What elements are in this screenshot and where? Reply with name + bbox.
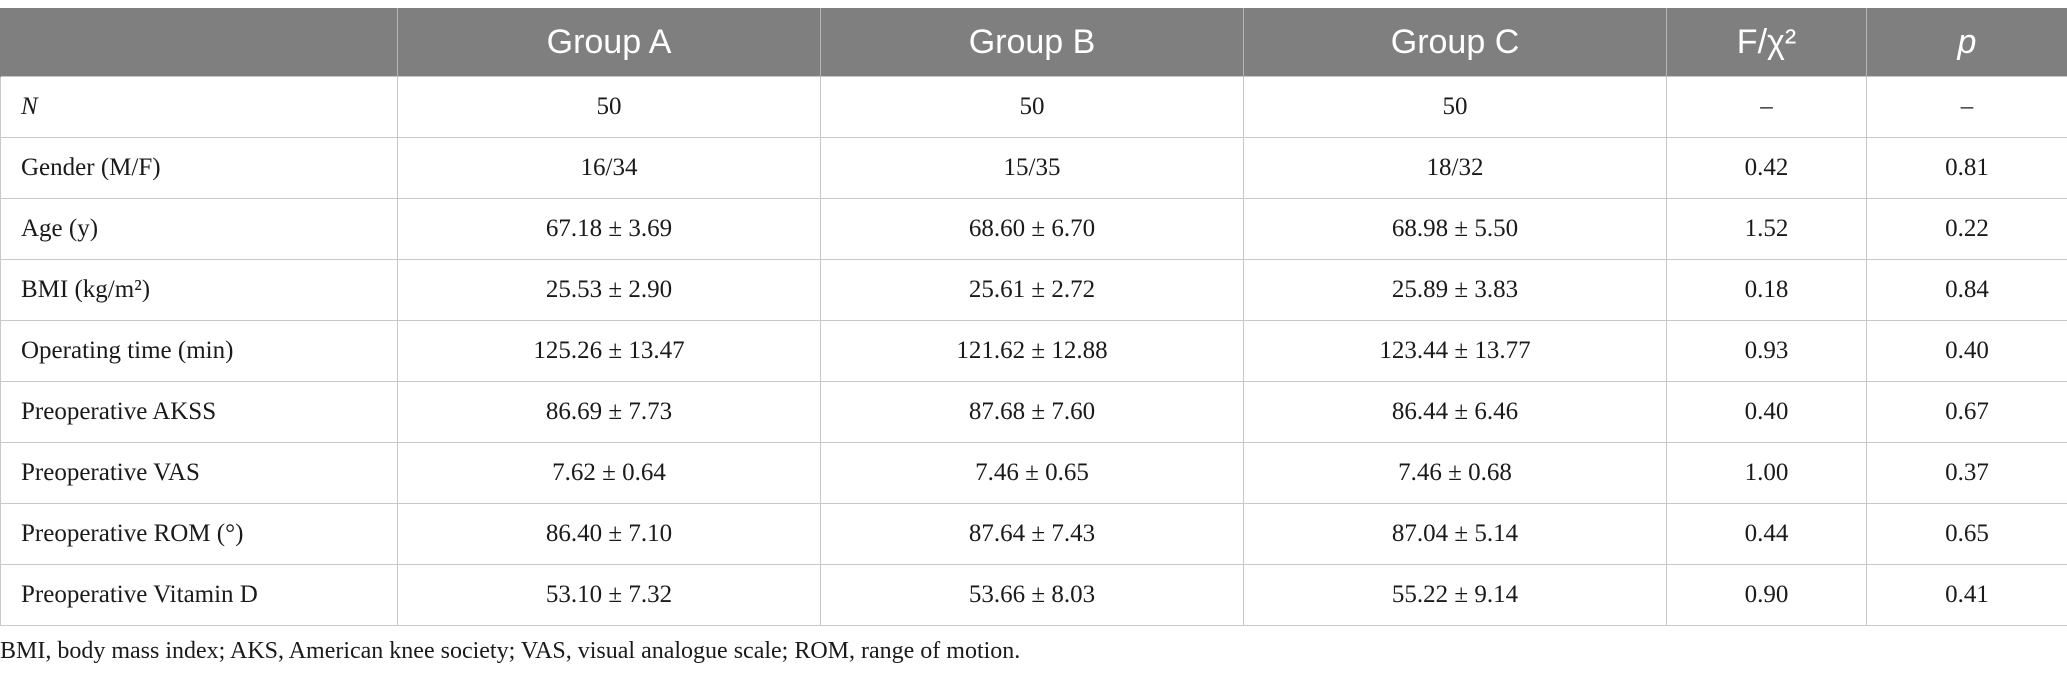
header-group-b: Group B: [820, 8, 1244, 77]
table-cell: 0.93: [1666, 320, 1867, 382]
table-cell: 0.40: [1666, 381, 1867, 443]
header-corner: [0, 8, 398, 77]
table-cell: 1.52: [1666, 198, 1867, 260]
table-row: Preoperative AKSS 86.69 ± 7.73 87.68 ± 7.6…: [0, 381, 2067, 443]
row-label: Operating time (min): [0, 320, 398, 382]
header-group-c: Group C: [1243, 8, 1667, 77]
table-cell: 67.18 ± 3.69: [397, 198, 821, 260]
row-label: Preoperative AKSS: [0, 381, 398, 443]
table-cell: 68.98 ± 5.50: [1243, 198, 1667, 260]
row-label: BMI (kg/m²): [0, 259, 398, 321]
table-cell: 0.81: [1866, 137, 2067, 199]
table-cell: 0.44: [1666, 503, 1867, 565]
table-row: BMI (kg/m²) 25.53 ± 2.90 25.61 ± 2.72 25.89…: [0, 259, 2067, 321]
table-footnote: BMI, body mass index; AKS, American knee…: [0, 638, 1021, 664]
table-cell: 86.44 ± 6.46: [1243, 381, 1667, 443]
table-cell: 50: [1243, 76, 1667, 138]
table-cell: 0.67: [1866, 381, 2067, 443]
table-cell: 87.68 ± 7.60: [820, 381, 1244, 443]
table-cell: 16/34: [397, 137, 821, 199]
table-cell: 125.26 ± 13.47: [397, 320, 821, 382]
table-body: N 50 50 50– – Gender (M/F) 16/34 15/35 18/32 0.42…: [0, 76, 2067, 626]
table-cell: 0.42: [1666, 137, 1867, 199]
table-cell: 0.18: [1666, 259, 1867, 321]
row-label: Preoperative VAS: [0, 442, 398, 504]
table-row: Operating time (min) 125.26 ± 13.47 121.62…: [0, 320, 2067, 382]
table-cell: 121.62 ± 12.88: [820, 320, 1244, 382]
table-cell: 53.10 ± 7.32: [397, 564, 821, 626]
table-cell: 50: [820, 76, 1244, 138]
table-cell: 0.41: [1866, 564, 2067, 626]
table-cell: 25.53 ± 2.90: [397, 259, 821, 321]
row-label: Preoperative ROM (°): [0, 503, 398, 565]
row-label: Gender (M/F): [0, 137, 398, 199]
table-cell: 0.37: [1866, 442, 2067, 504]
table-cell: 7.62 ± 0.64: [397, 442, 821, 504]
table-cell: 86.40 ± 7.10: [397, 503, 821, 565]
header-row: Group A Group B Group C F/χ² p: [0, 8, 2067, 77]
table-cell: 0.90: [1666, 564, 1867, 626]
row-label: Age (y): [0, 198, 398, 260]
table-row: N 50 50 50– –: [0, 76, 2067, 138]
table-cell: 87.64 ± 7.43: [820, 503, 1244, 565]
table-cell: 55.22 ± 9.14: [1243, 564, 1667, 626]
table-cell: 0.84: [1866, 259, 2067, 321]
table-row: Preoperative Vitamin D 53.10 ± 7.32 53.66 …: [0, 564, 2067, 626]
table-row: Preoperative VAS 7.62 ± 0.64 7.46 ± 0.65 7.…: [0, 442, 2067, 504]
table-cell: 25.61 ± 2.72: [820, 259, 1244, 321]
table-cell: 87.04 ± 5.14: [1243, 503, 1667, 565]
table-container: Group A Group B Group C F/χ² p N 50 50 50– –…: [0, 8, 2067, 626]
table-cell: 15/35: [820, 137, 1244, 199]
table-cell: 123.44 ± 13.77: [1243, 320, 1667, 382]
table-cell: 50: [397, 76, 821, 138]
table-cell: 0.40: [1866, 320, 2067, 382]
table-cell: 86.69 ± 7.73: [397, 381, 821, 443]
table-cell: –: [1666, 76, 1867, 138]
table-cell: 7.46 ± 0.65: [820, 442, 1244, 504]
table-cell: 18/32: [1243, 137, 1667, 199]
table-cell: 0.65: [1866, 503, 2067, 565]
table-cell: 53.66 ± 8.03: [820, 564, 1244, 626]
table-cell: 25.89 ± 3.83: [1243, 259, 1667, 321]
table-row: Gender (M/F) 16/34 15/35 18/32 0.42 0.81: [0, 137, 2067, 199]
baseline-characteristics-table: Group A Group B Group C F/χ² p N 50 50 50– –…: [0, 8, 2067, 626]
row-label: N: [0, 76, 398, 138]
table-cell: 7.46 ± 0.68: [1243, 442, 1667, 504]
row-label: Preoperative Vitamin D: [0, 564, 398, 626]
header-p-value: p: [1866, 8, 2067, 77]
header-group-a: Group A: [397, 8, 821, 77]
table-cell: 1.00: [1666, 442, 1867, 504]
table-row: Age (y) 67.18 ± 3.69 68.60 ± 6.70 68.98 ± 5…: [0, 198, 2067, 260]
header-f-chi-square: F/χ²: [1666, 8, 1867, 77]
table-cell: 68.60 ± 6.70: [820, 198, 1244, 260]
table-cell: 0.22: [1866, 198, 2067, 260]
table-row: Preoperative ROM (°) 86.40 ± 7.10 87.64 ± …: [0, 503, 2067, 565]
table-cell: –: [1866, 76, 2067, 138]
